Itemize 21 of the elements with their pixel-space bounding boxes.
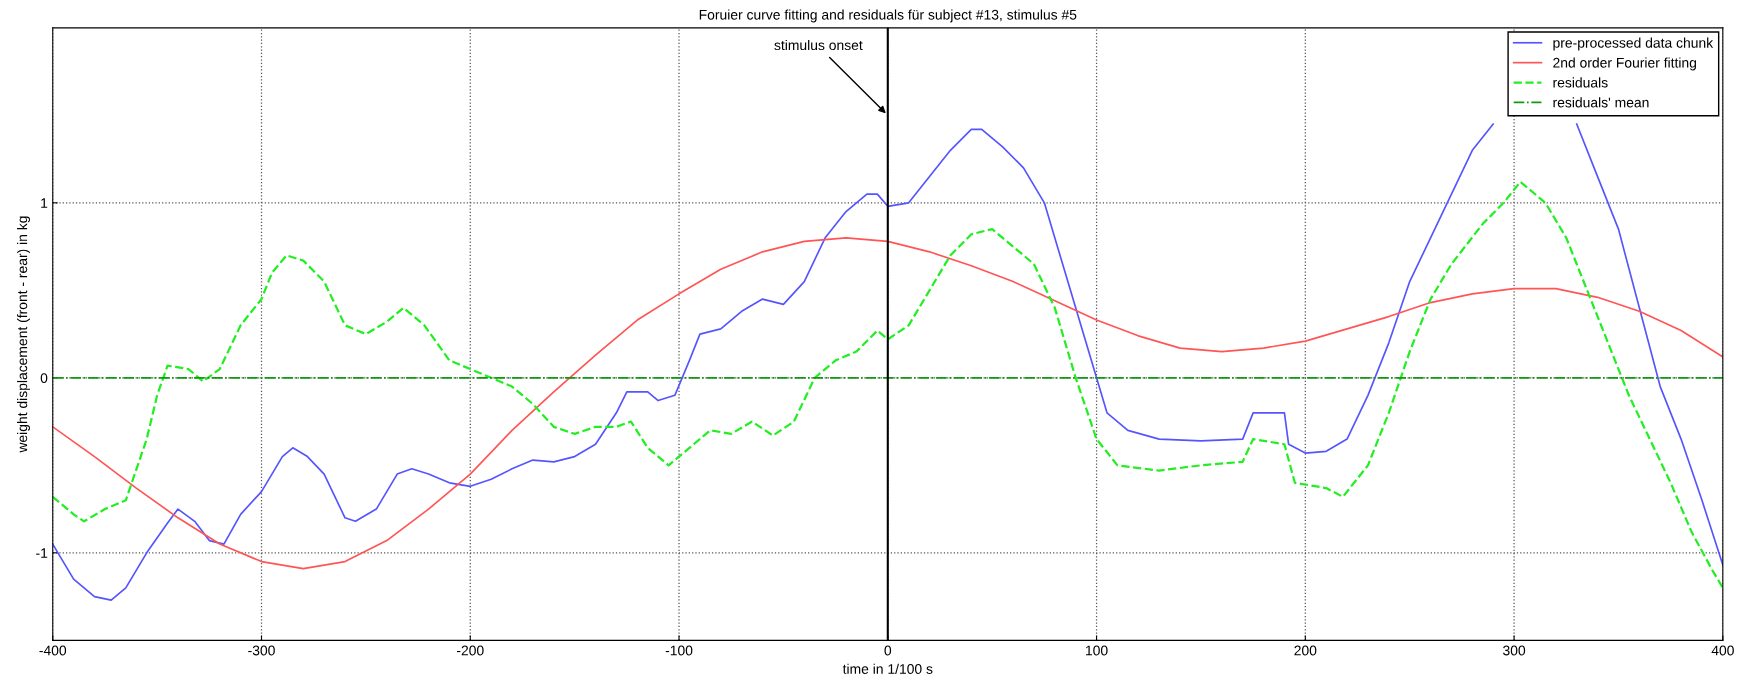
y-tick-label: -1 xyxy=(36,548,48,558)
x-tick-label: 0 xyxy=(884,645,892,656)
legend-label: pre-processed data chunk xyxy=(1553,37,1714,51)
y-axis-title: weight displacement (front - rear) in kg xyxy=(17,216,30,453)
x-tick-label: -400 xyxy=(39,645,67,656)
y-tick-label: 1 xyxy=(41,198,48,208)
legend-label: 2nd order Fourier fitting xyxy=(1553,57,1697,71)
x-tick-label: 100 xyxy=(1086,645,1108,656)
y-tick-label: 0 xyxy=(40,373,48,383)
x-tick-label: -200 xyxy=(456,645,484,656)
x-tick-label: -100 xyxy=(665,645,693,656)
line-series xyxy=(52,236,1723,570)
x-tick-label: -300 xyxy=(248,645,275,656)
chart-title: Foruier curve fitting and residuals für subject #13, stimulus #5 xyxy=(699,9,1077,23)
annotation: stimulus onset xyxy=(774,39,863,51)
x-axis-title: time in 1/100 s xyxy=(842,663,933,674)
x-tick-label: 200 xyxy=(1294,645,1317,656)
legend-label: residuals' mean xyxy=(1553,97,1649,108)
x-tick-label: 300 xyxy=(1503,645,1526,656)
legend-label: residuals xyxy=(1553,77,1608,88)
x-tick-label: 400 xyxy=(1711,645,1734,656)
